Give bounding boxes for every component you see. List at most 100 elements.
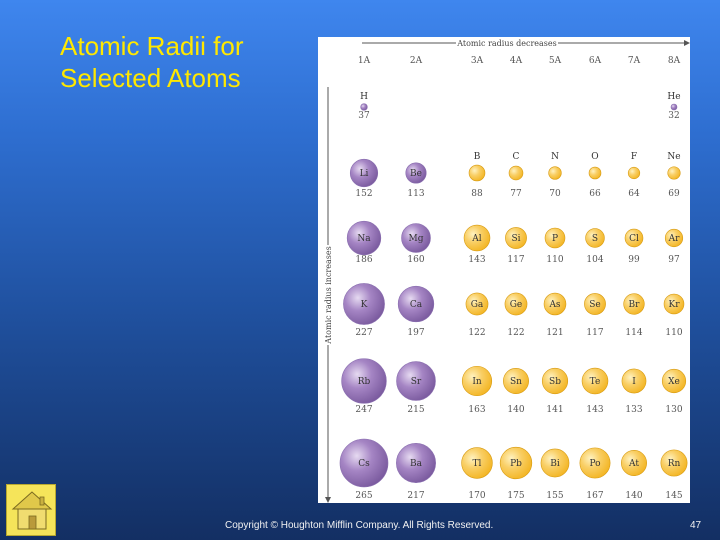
atom-k	[343, 283, 385, 325]
atom-radius-n: 70	[549, 189, 561, 199]
atom-radius-li: 152	[355, 189, 372, 199]
atom-symbol-o: O	[591, 152, 598, 162]
atom-symbol-f: F	[631, 152, 637, 162]
atom-radius-ga: 122	[468, 328, 485, 338]
atom-radius-i: 133	[625, 405, 642, 415]
atom-tl	[461, 447, 493, 479]
atom-symbol-sr: Sr	[411, 377, 422, 387]
atom-be	[405, 162, 427, 184]
group-label-2a: 2A	[410, 56, 423, 66]
atomic-radii-figure: Atomic radius decreases Atomic radius inc…	[318, 37, 690, 503]
atom-sb	[541, 367, 569, 395]
atom-p	[544, 227, 566, 249]
atom-symbol-i: I	[632, 377, 636, 387]
atom-h	[360, 103, 368, 111]
atom-radius-te: 143	[586, 405, 603, 415]
atom-symbol-b: B	[474, 152, 481, 162]
atom-symbol-cs: Cs	[358, 459, 370, 469]
group-label-7a: 7A	[628, 56, 641, 66]
atom-ca	[397, 285, 435, 323]
atom-as	[543, 292, 567, 316]
atom-li	[349, 158, 379, 188]
atom-symbol-po: Po	[589, 459, 600, 469]
group-label-4a: 4A	[510, 56, 523, 66]
home-button[interactable]	[6, 484, 56, 536]
side-arrow-label: Atomic radius increases	[324, 246, 333, 344]
atom-radius-se: 117	[586, 328, 603, 338]
atom-symbol-ga: Ga	[471, 300, 484, 310]
atom-radius-he: 32	[668, 111, 679, 121]
atom-symbol-cl: Cl	[629, 234, 639, 244]
atom-symbol-c: C	[513, 152, 520, 162]
atom-radius-ca: 197	[407, 328, 424, 338]
atom-radius-xe: 130	[665, 405, 682, 415]
atom-radius-ge: 122	[507, 328, 524, 338]
atom-symbol-se: Se	[589, 300, 601, 310]
atom-radius-cs: 265	[355, 491, 372, 501]
atom-symbol-li: Li	[360, 169, 369, 179]
atom-radius-sr: 215	[407, 405, 424, 415]
atom-radius-al: 143	[468, 255, 485, 265]
atom-i	[621, 368, 647, 394]
atom-sn	[503, 368, 529, 394]
atom-radius-s: 104	[586, 255, 603, 265]
atom-si	[505, 227, 527, 249]
atom-he	[670, 103, 678, 111]
group-label-1a: 1A	[358, 56, 371, 66]
atom-radius-ar: 97	[668, 255, 680, 265]
atom-radius-sb: 141	[546, 405, 563, 415]
atom-radius-kr: 110	[665, 328, 682, 338]
atom-symbol-ne: Ne	[667, 152, 680, 162]
slide-title-line-2: Selected Atoms	[60, 63, 241, 93]
page-number: 47	[690, 520, 702, 531]
slide-title: Atomic Radii for Selected Atoms	[60, 30, 310, 94]
atom-symbol-be: Be	[410, 169, 422, 179]
atom-rn	[660, 449, 688, 477]
copyright-footer: Copyright © Houghton Mifflin Company. Al…	[225, 520, 494, 531]
atom-radius-ba: 217	[407, 491, 424, 501]
atom-radius-o: 66	[589, 189, 601, 199]
side-arrowhead	[325, 497, 331, 503]
atom-se	[584, 293, 606, 315]
atom-radius-pb: 175	[507, 491, 524, 501]
atom-radius-be: 113	[407, 189, 424, 199]
atom-b	[468, 164, 486, 182]
atom-po	[579, 447, 611, 479]
atom-symbol-ca: Ca	[410, 300, 423, 310]
atom-symbol-rn: Rn	[668, 459, 681, 469]
atom-symbol-as: As	[548, 300, 560, 310]
atom-symbol-te: Te	[590, 377, 601, 387]
atom-n	[548, 166, 562, 180]
atom-radius-bi: 155	[546, 491, 563, 501]
atom-radius-cl: 99	[628, 255, 640, 265]
atom-at	[621, 450, 647, 476]
group-label-8a: 8A	[668, 56, 681, 66]
atom-radius-si: 117	[507, 255, 524, 265]
atom-s	[585, 228, 605, 248]
atom-symbol-tl: Tl	[473, 459, 482, 469]
atom-al	[463, 224, 491, 252]
atom-symbol-kr: Kr	[668, 300, 680, 310]
atom-symbol-ge: Ge	[510, 300, 523, 310]
atom-radius-sn: 140	[507, 405, 524, 415]
atom-pb	[499, 446, 533, 480]
atom-ge	[504, 292, 528, 316]
atom-symbol-h: H	[360, 92, 368, 102]
atom-xe	[661, 368, 687, 394]
atom-c	[508, 165, 524, 181]
atom-kr	[663, 293, 685, 315]
atom-symbol-rb: Rb	[358, 377, 371, 387]
atomic-radii-svg: Atomic radius decreases Atomic radius inc…	[323, 38, 690, 503]
side-arrow-label-bg	[323, 245, 333, 345]
atom-bi	[540, 448, 570, 478]
atom-in	[461, 365, 493, 397]
atom-te	[581, 367, 609, 395]
atom-symbol-na: Na	[357, 234, 371, 244]
atom-symbol-br: Br	[629, 300, 641, 310]
group-label-3a: 3A	[471, 56, 484, 66]
atom-radius-b: 88	[471, 189, 483, 199]
atom-rb	[341, 358, 387, 404]
atom-ne	[667, 166, 681, 180]
atom-symbol-xe: Xe	[668, 377, 680, 387]
top-arrowhead	[684, 40, 690, 46]
